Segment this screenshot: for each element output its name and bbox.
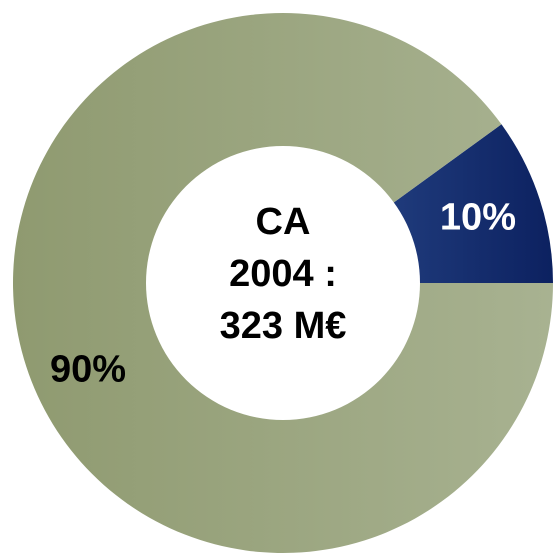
center-text: 2004 : <box>229 253 337 295</box>
slice-label: 10% <box>440 197 516 239</box>
donut-hole <box>146 146 420 420</box>
center-text: 323 M€ <box>220 305 347 347</box>
slice-label: 90% <box>50 348 126 390</box>
center-text: CA <box>256 201 311 243</box>
